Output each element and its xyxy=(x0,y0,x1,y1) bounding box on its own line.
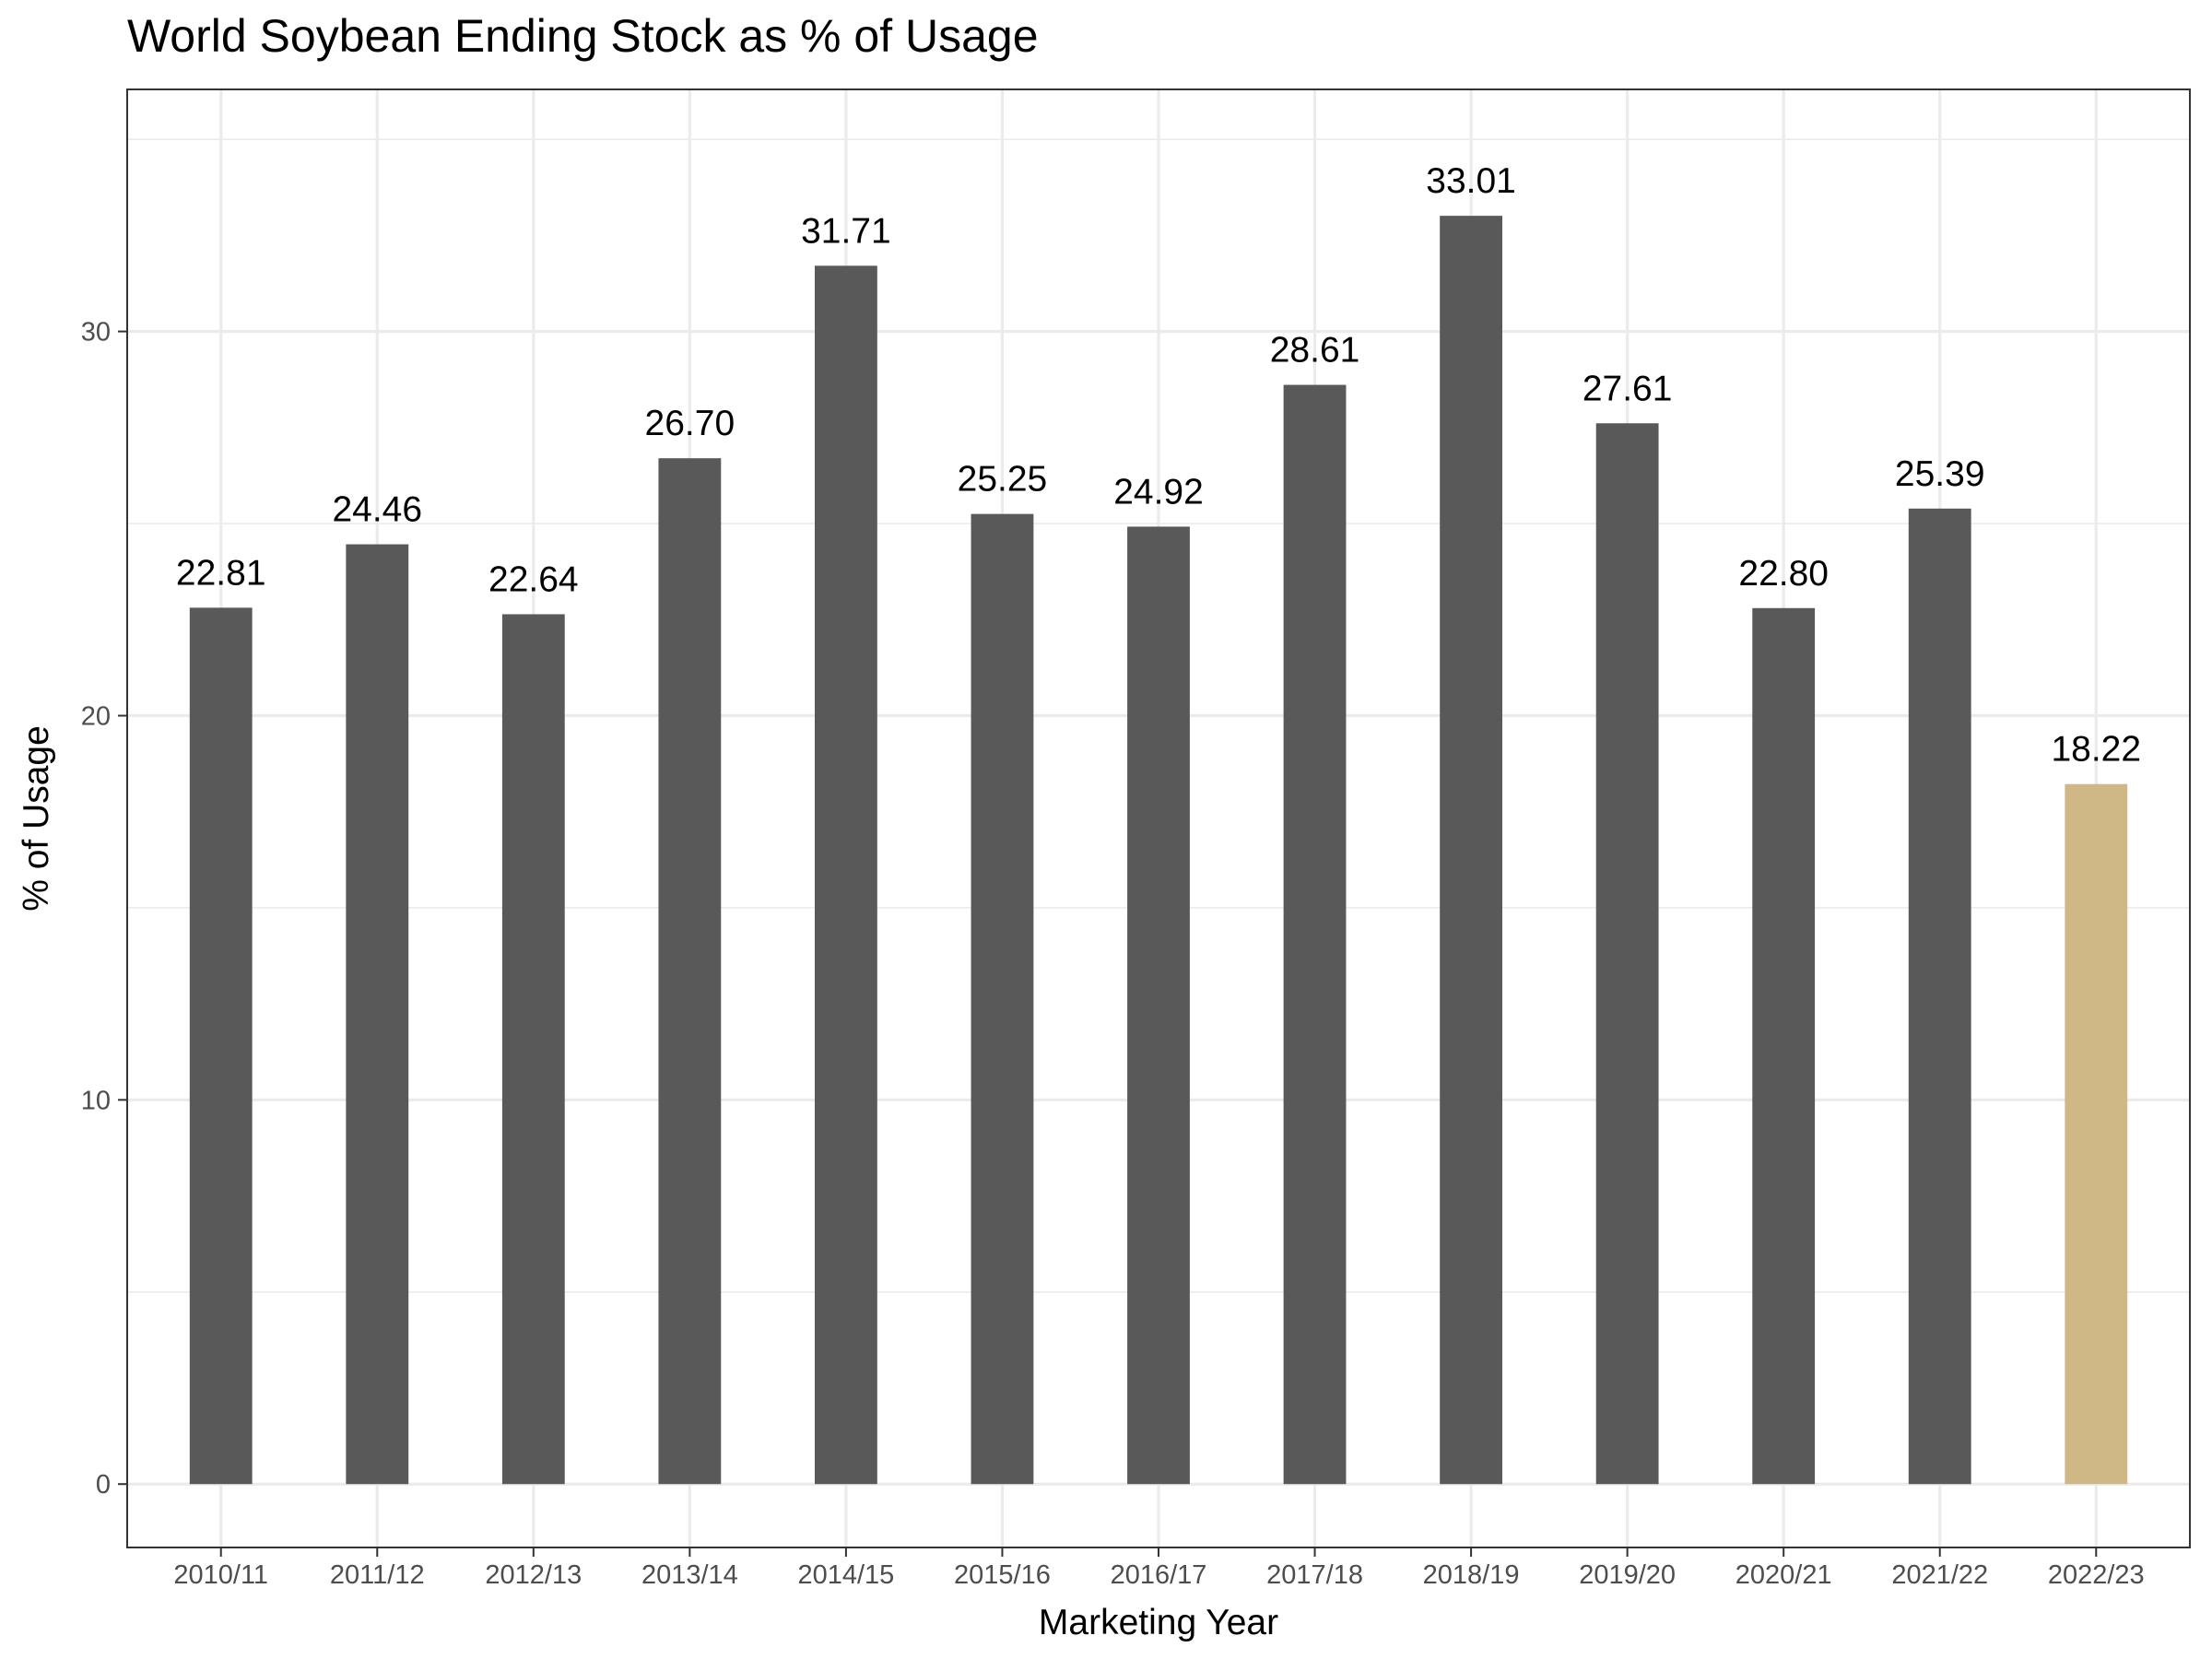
data-label: 22.81 xyxy=(176,553,266,593)
x-tick-label: 2019/20 xyxy=(1579,1560,1676,1590)
data-label: 18.22 xyxy=(2051,730,2141,770)
x-tick-label: 2011/12 xyxy=(330,1560,425,1590)
x-tick-label: 2012/13 xyxy=(485,1560,582,1590)
bar xyxy=(815,265,877,1485)
x-tick-label: 2017/18 xyxy=(1266,1560,1363,1590)
axes: 0 10 20 30 2010/11 2011/12 2012/13 2013/14 2014/… xyxy=(81,318,2145,1590)
bar xyxy=(1752,607,1816,1485)
bar xyxy=(1440,216,1502,1485)
x-tick-label: 2010/11 xyxy=(173,1560,268,1590)
data-label: 24.92 xyxy=(1113,472,1204,512)
bar xyxy=(1908,508,1971,1485)
data-label: 25.39 xyxy=(1895,454,1985,494)
x-tick-label: 2014/15 xyxy=(797,1560,894,1590)
x-tick-label: 2015/16 xyxy=(954,1560,1051,1590)
bar xyxy=(501,614,565,1485)
data-label: 26.70 xyxy=(645,404,735,443)
y-tick-label: 20 xyxy=(81,701,111,731)
bar xyxy=(658,458,722,1485)
x-tick-label: 2021/22 xyxy=(1891,1560,1988,1590)
bar xyxy=(1283,384,1347,1485)
data-label: 27.61 xyxy=(1583,369,1673,408)
bar xyxy=(1127,526,1190,1485)
bar xyxy=(2065,783,2128,1485)
chart-title: World Soybean Ending Stock as % of Usage xyxy=(127,10,1039,62)
x-axis-title: Marketing Year xyxy=(1039,1603,1278,1642)
bar xyxy=(1595,423,1659,1485)
x-tick-label: 2022/23 xyxy=(2048,1560,2145,1590)
y-axis-title: % of Usage xyxy=(17,725,56,912)
x-tick-label: 2020/21 xyxy=(1735,1560,1832,1590)
x-tick-label: 2018/19 xyxy=(1423,1560,1520,1590)
bar xyxy=(346,544,409,1485)
data-label: 31.71 xyxy=(801,211,891,251)
bar xyxy=(971,513,1034,1485)
y-tick-label: 0 xyxy=(96,1470,111,1500)
data-label: 28.61 xyxy=(1270,331,1360,371)
data-label: 22.64 xyxy=(488,559,579,599)
y-tick-label: 30 xyxy=(81,318,111,347)
x-tick-label: 2016/17 xyxy=(1111,1560,1207,1590)
x-tick-label: 2013/14 xyxy=(641,1560,738,1590)
data-label: 22.80 xyxy=(1738,554,1829,594)
data-label: 25.25 xyxy=(958,460,1048,500)
data-label: 33.01 xyxy=(1426,161,1516,201)
bar xyxy=(189,607,253,1485)
data-labels: 22.81 24.46 22.64 26.70 31.71 25.25 24.92 28.61… xyxy=(176,161,2141,770)
y-tick-label: 10 xyxy=(81,1086,111,1115)
bars xyxy=(189,216,2128,1485)
data-label: 24.46 xyxy=(332,490,422,530)
